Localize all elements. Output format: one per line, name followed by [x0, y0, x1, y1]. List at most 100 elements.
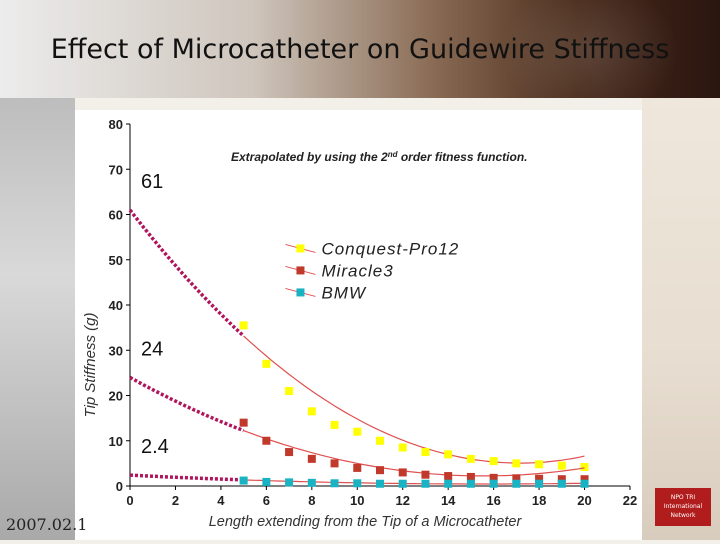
y-tick-label: 30 [109, 343, 123, 358]
extrapolation-curve-1 [129, 375, 245, 433]
data-point [307, 407, 316, 416]
data-point [330, 420, 339, 429]
data-point [330, 459, 339, 468]
data-point [239, 321, 248, 330]
x-tick-label: 8 [308, 493, 315, 508]
y-tick-label: 0 [116, 479, 123, 494]
npo-logo: NPO TRI International Network [655, 488, 711, 526]
legend-label: Conquest-Pro12 [321, 239, 459, 258]
legend-marker [296, 244, 305, 253]
data-point [535, 460, 544, 469]
logo-line-2: International [663, 503, 703, 510]
x-tick-label: 6 [263, 493, 270, 508]
data-point [512, 459, 521, 468]
left-decoration [0, 98, 75, 540]
data-point [239, 418, 248, 427]
data-point [376, 479, 384, 488]
data-point [262, 359, 271, 368]
data-point [421, 479, 430, 488]
y-tick-label: 70 [109, 162, 123, 177]
fit-annotation: Extrapolated by using the 2nd order fitn… [231, 150, 528, 164]
y-tick-label: 80 [109, 117, 123, 132]
logo-line-1: NPO TRI [670, 494, 696, 501]
data-point [512, 474, 521, 483]
x-tick-label: 18 [532, 493, 546, 508]
right-decoration [642, 98, 720, 540]
data-point [512, 479, 521, 488]
data-point [376, 436, 384, 445]
data-point [421, 448, 430, 457]
value-label: 61 [141, 171, 163, 193]
data-point [330, 479, 339, 488]
data-point [239, 476, 248, 485]
chart-panel: 0 2 4 6 8 10 12 14 16 18 20 22 0 10 20 30 40 50 60 70 80 Len… [75, 110, 642, 540]
y-tick-label: 40 [109, 298, 123, 313]
legend-marker [296, 266, 305, 275]
data-point [466, 454, 475, 463]
x-tick-label: 16 [486, 493, 500, 508]
data-point [307, 478, 316, 487]
data-point [580, 479, 589, 488]
data-point [444, 472, 453, 481]
x-tick-label: 2 [172, 493, 179, 508]
slide-date: 2007.02.1 [6, 515, 88, 534]
data-point [444, 450, 453, 459]
extrapolation-curve-0 [128, 208, 245, 338]
data-point [285, 448, 294, 457]
legend-label: Miracle3 [321, 261, 393, 280]
data-point [557, 479, 566, 488]
chart-marks [128, 208, 589, 488]
y-axis-label: Tip Stiffness (g) [82, 313, 99, 418]
data-point [398, 443, 407, 452]
data-point [444, 479, 453, 488]
data-point [398, 479, 407, 488]
value-label: 24 [141, 338, 163, 360]
data-point [421, 470, 430, 479]
slide-title: Effect of Microcatheter on Guidewire Sti… [50, 34, 670, 65]
data-point [580, 462, 589, 471]
y-tick-label: 60 [109, 208, 123, 223]
chart-labels: Length extending from the Tip of a Micro… [82, 150, 528, 530]
legend-label: BMW [321, 283, 367, 302]
slide-header [0, 0, 720, 120]
logo-line-3: Network [670, 512, 696, 519]
data-point [376, 466, 384, 475]
data-point [489, 457, 498, 466]
data-point [489, 479, 498, 488]
data-point [285, 478, 294, 487]
data-point [466, 472, 475, 481]
data-point [466, 479, 475, 488]
y-tick-label: 20 [109, 389, 123, 404]
data-point [353, 463, 362, 472]
x-tick-label: 22 [623, 493, 637, 508]
x-tick-label: 14 [441, 493, 456, 508]
fit-curve-1 [243, 430, 585, 477]
x-tick-label: 12 [395, 493, 409, 508]
data-point [353, 427, 362, 436]
x-tick-label: 10 [350, 493, 364, 508]
data-point [398, 468, 407, 477]
y-tick-label: 50 [109, 253, 123, 268]
data-point [262, 477, 271, 486]
data-point [580, 475, 589, 484]
data-point [489, 473, 498, 482]
x-tick-label: 4 [217, 493, 225, 508]
x-axis-label: Length extending from the Tip of a Micro… [209, 514, 523, 530]
data-point [535, 479, 544, 488]
data-point [262, 436, 271, 445]
fit-curve-0 [243, 335, 585, 464]
data-point [557, 475, 566, 484]
data-point [535, 474, 544, 483]
data-point [353, 479, 362, 488]
x-tick-label: 0 [126, 493, 133, 508]
y-tick-label: 10 [109, 434, 123, 449]
x-tick-label: 20 [577, 493, 591, 508]
legend-marker [296, 288, 305, 297]
data-point [285, 386, 294, 395]
extrapolation-curve-2 [129, 473, 244, 482]
fit-curve-2 [243, 479, 585, 485]
value-label: 2.4 [141, 436, 169, 458]
data-point [307, 454, 316, 463]
